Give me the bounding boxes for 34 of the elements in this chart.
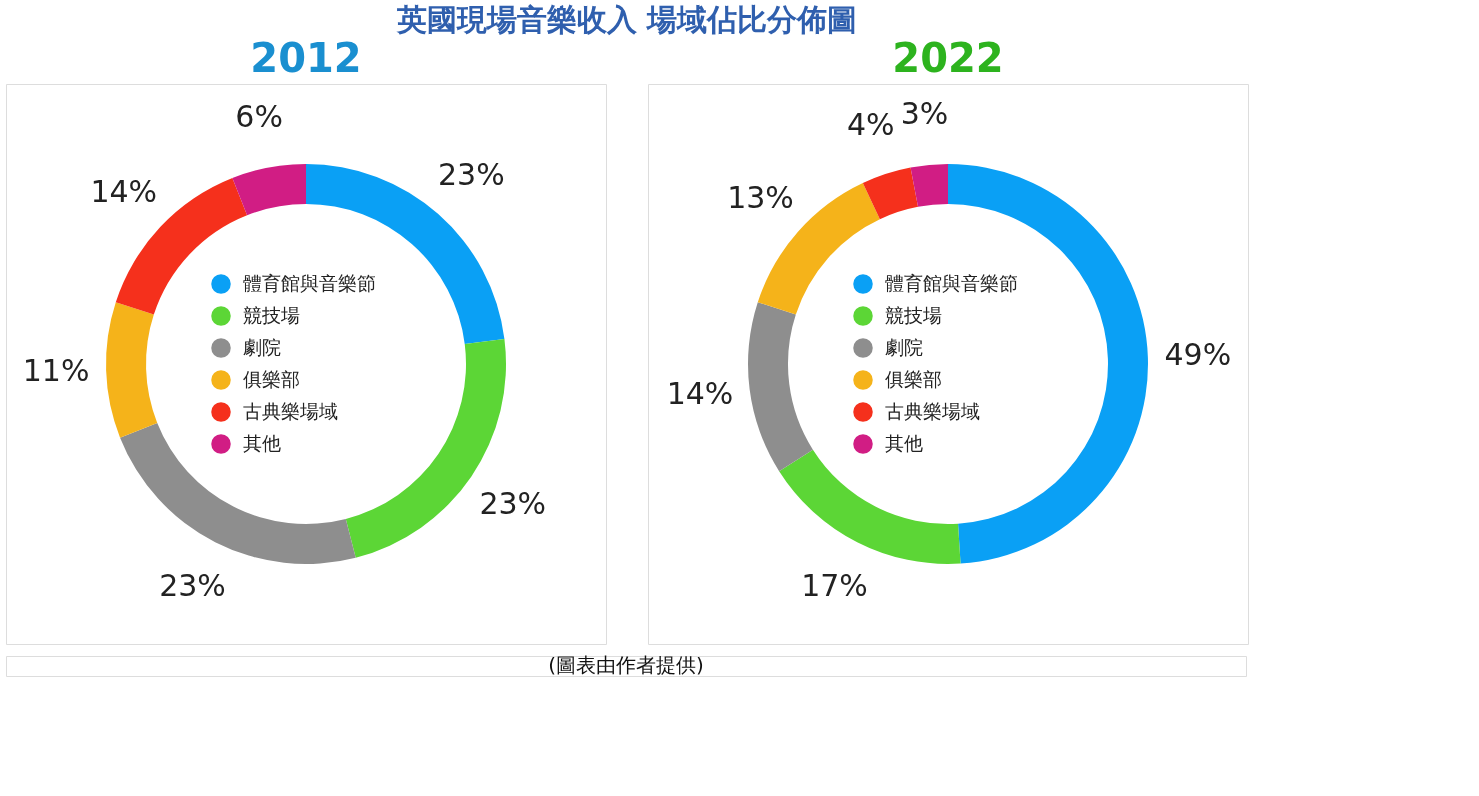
legend-label: 古典樂場域: [885, 400, 980, 422]
data-label: 23%: [437, 157, 505, 193]
donut-slice: [748, 302, 813, 472]
data-label: 49%: [1164, 337, 1232, 373]
data-label: 11%: [22, 352, 90, 388]
donut-slice: [232, 164, 306, 216]
text: 英國現場音樂收入 場域佔比分佈圖: [395, 1, 858, 37]
legend-label: 競技場: [243, 304, 300, 326]
legend-label: 劇院: [885, 336, 923, 358]
chart-subtitle: 2022: [892, 35, 1004, 81]
data-label: 14%: [90, 173, 158, 209]
donut-slice: [106, 302, 158, 438]
legend-label: 俱樂部: [243, 368, 300, 390]
legend-label: 體育館與音樂節: [243, 272, 376, 294]
data-label: 4%: [846, 107, 895, 143]
data-label: 13%: [727, 179, 794, 215]
data-label: 17%: [801, 567, 868, 603]
donut-slice: [120, 422, 356, 564]
donut-slice: [910, 164, 948, 207]
data-label: 6%: [235, 99, 283, 135]
text: (圖表由作者提供): [548, 653, 704, 677]
legend-label: 劇院: [243, 336, 281, 358]
legend-label: 其他: [243, 432, 281, 454]
data-label: 23%: [479, 485, 547, 521]
data-label: 3%: [900, 96, 949, 132]
donut-slice: [862, 167, 919, 220]
legend-label: 競技場: [885, 304, 942, 326]
legend-label: 俱樂部: [885, 368, 942, 390]
legend-label: 古典樂場域: [243, 400, 338, 422]
data-label: 14%: [666, 376, 734, 412]
legend-label: 其他: [885, 432, 923, 454]
data-label: 23%: [159, 567, 226, 603]
legend-label: 體育館與音樂節: [885, 272, 1018, 294]
chart-subtitle: 2012: [250, 35, 362, 81]
